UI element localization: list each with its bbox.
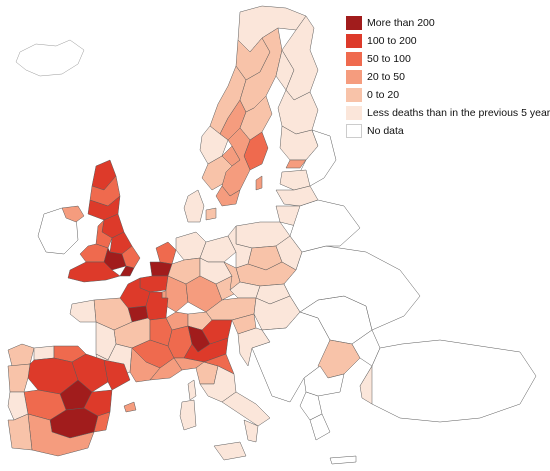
legend-item-20-to-50: 20 to 50: [346, 68, 546, 86]
region-es-galicia: [7, 343, 35, 367]
legend-item-50-to-100: 50 to 100: [346, 50, 546, 68]
region-finland-north: [281, 15, 319, 101]
region-es-murcia: [93, 411, 111, 433]
region-greece-south: [309, 413, 331, 441]
region-uk-southwest: [67, 261, 121, 283]
legend-swatch: [346, 106, 362, 120]
region-it-lazio: [199, 365, 237, 403]
region-portugal-south: [7, 413, 33, 451]
region-sardinia: [179, 399, 197, 431]
legend: More than 200 100 to 200 50 to 100 20 to…: [346, 14, 550, 140]
region-finland-helsinki: [285, 159, 307, 169]
legend-swatch: [346, 52, 362, 66]
legend-swatch: [346, 70, 362, 84]
legend-label: 100 to 200: [367, 35, 417, 47]
region-denmark-zealand: [205, 207, 217, 221]
legend-label: 50 to 100: [367, 53, 411, 65]
region-netherlands-north: [155, 241, 177, 265]
region-uk-london: [119, 265, 135, 277]
region-corsica: [187, 379, 197, 401]
legend-label: 0 to 20: [367, 89, 400, 101]
legend-label: Less deaths than in the previous 5 years: [367, 107, 550, 119]
region-sicily: [213, 441, 247, 461]
region-uk-east: [121, 245, 141, 269]
region-gotland: [255, 175, 263, 191]
region-northern-ireland: [61, 205, 85, 223]
legend-item-less-deaths: Less deaths than in the previous 5 years: [346, 104, 550, 122]
region-it-northeast: [201, 319, 233, 345]
legend-label: 20 to 50: [367, 71, 405, 83]
region-ukraine-nodata: [283, 245, 421, 331]
region-turkey-nodata: [359, 339, 537, 423]
region-balearics: [123, 401, 137, 413]
legend-label: More than 200: [367, 17, 435, 29]
region-it-calabria: [243, 419, 259, 443]
legend-item-0-to-20: 0 to 20: [346, 86, 546, 104]
region-sweden-skane: [215, 185, 241, 207]
region-uk-wales: [79, 243, 109, 263]
legend-item-more-than-200: More than 200: [346, 14, 546, 32]
legend-item-no-data: No data: [346, 122, 546, 140]
region-turkey-west: [359, 365, 373, 405]
legend-swatch: [346, 16, 362, 30]
legend-swatch: [346, 34, 362, 48]
region-belarus-nodata: [289, 199, 361, 253]
region-it-south: [221, 391, 271, 427]
region-crete: [329, 455, 357, 465]
region-fr-paca: [149, 357, 183, 381]
region-iceland: [15, 39, 85, 77]
legend-swatch: [346, 88, 362, 102]
region-fr-brittany: [69, 299, 97, 323]
region-es-asturias: [33, 345, 55, 361]
region-portugal-north: [7, 363, 31, 393]
legend-label: No data: [367, 125, 404, 137]
region-denmark-jutland: [183, 189, 205, 223]
legend-swatch: [346, 124, 362, 138]
region-es-catalonia: [103, 359, 131, 391]
legend-item-100-to-200: 100 to 200: [346, 32, 546, 50]
